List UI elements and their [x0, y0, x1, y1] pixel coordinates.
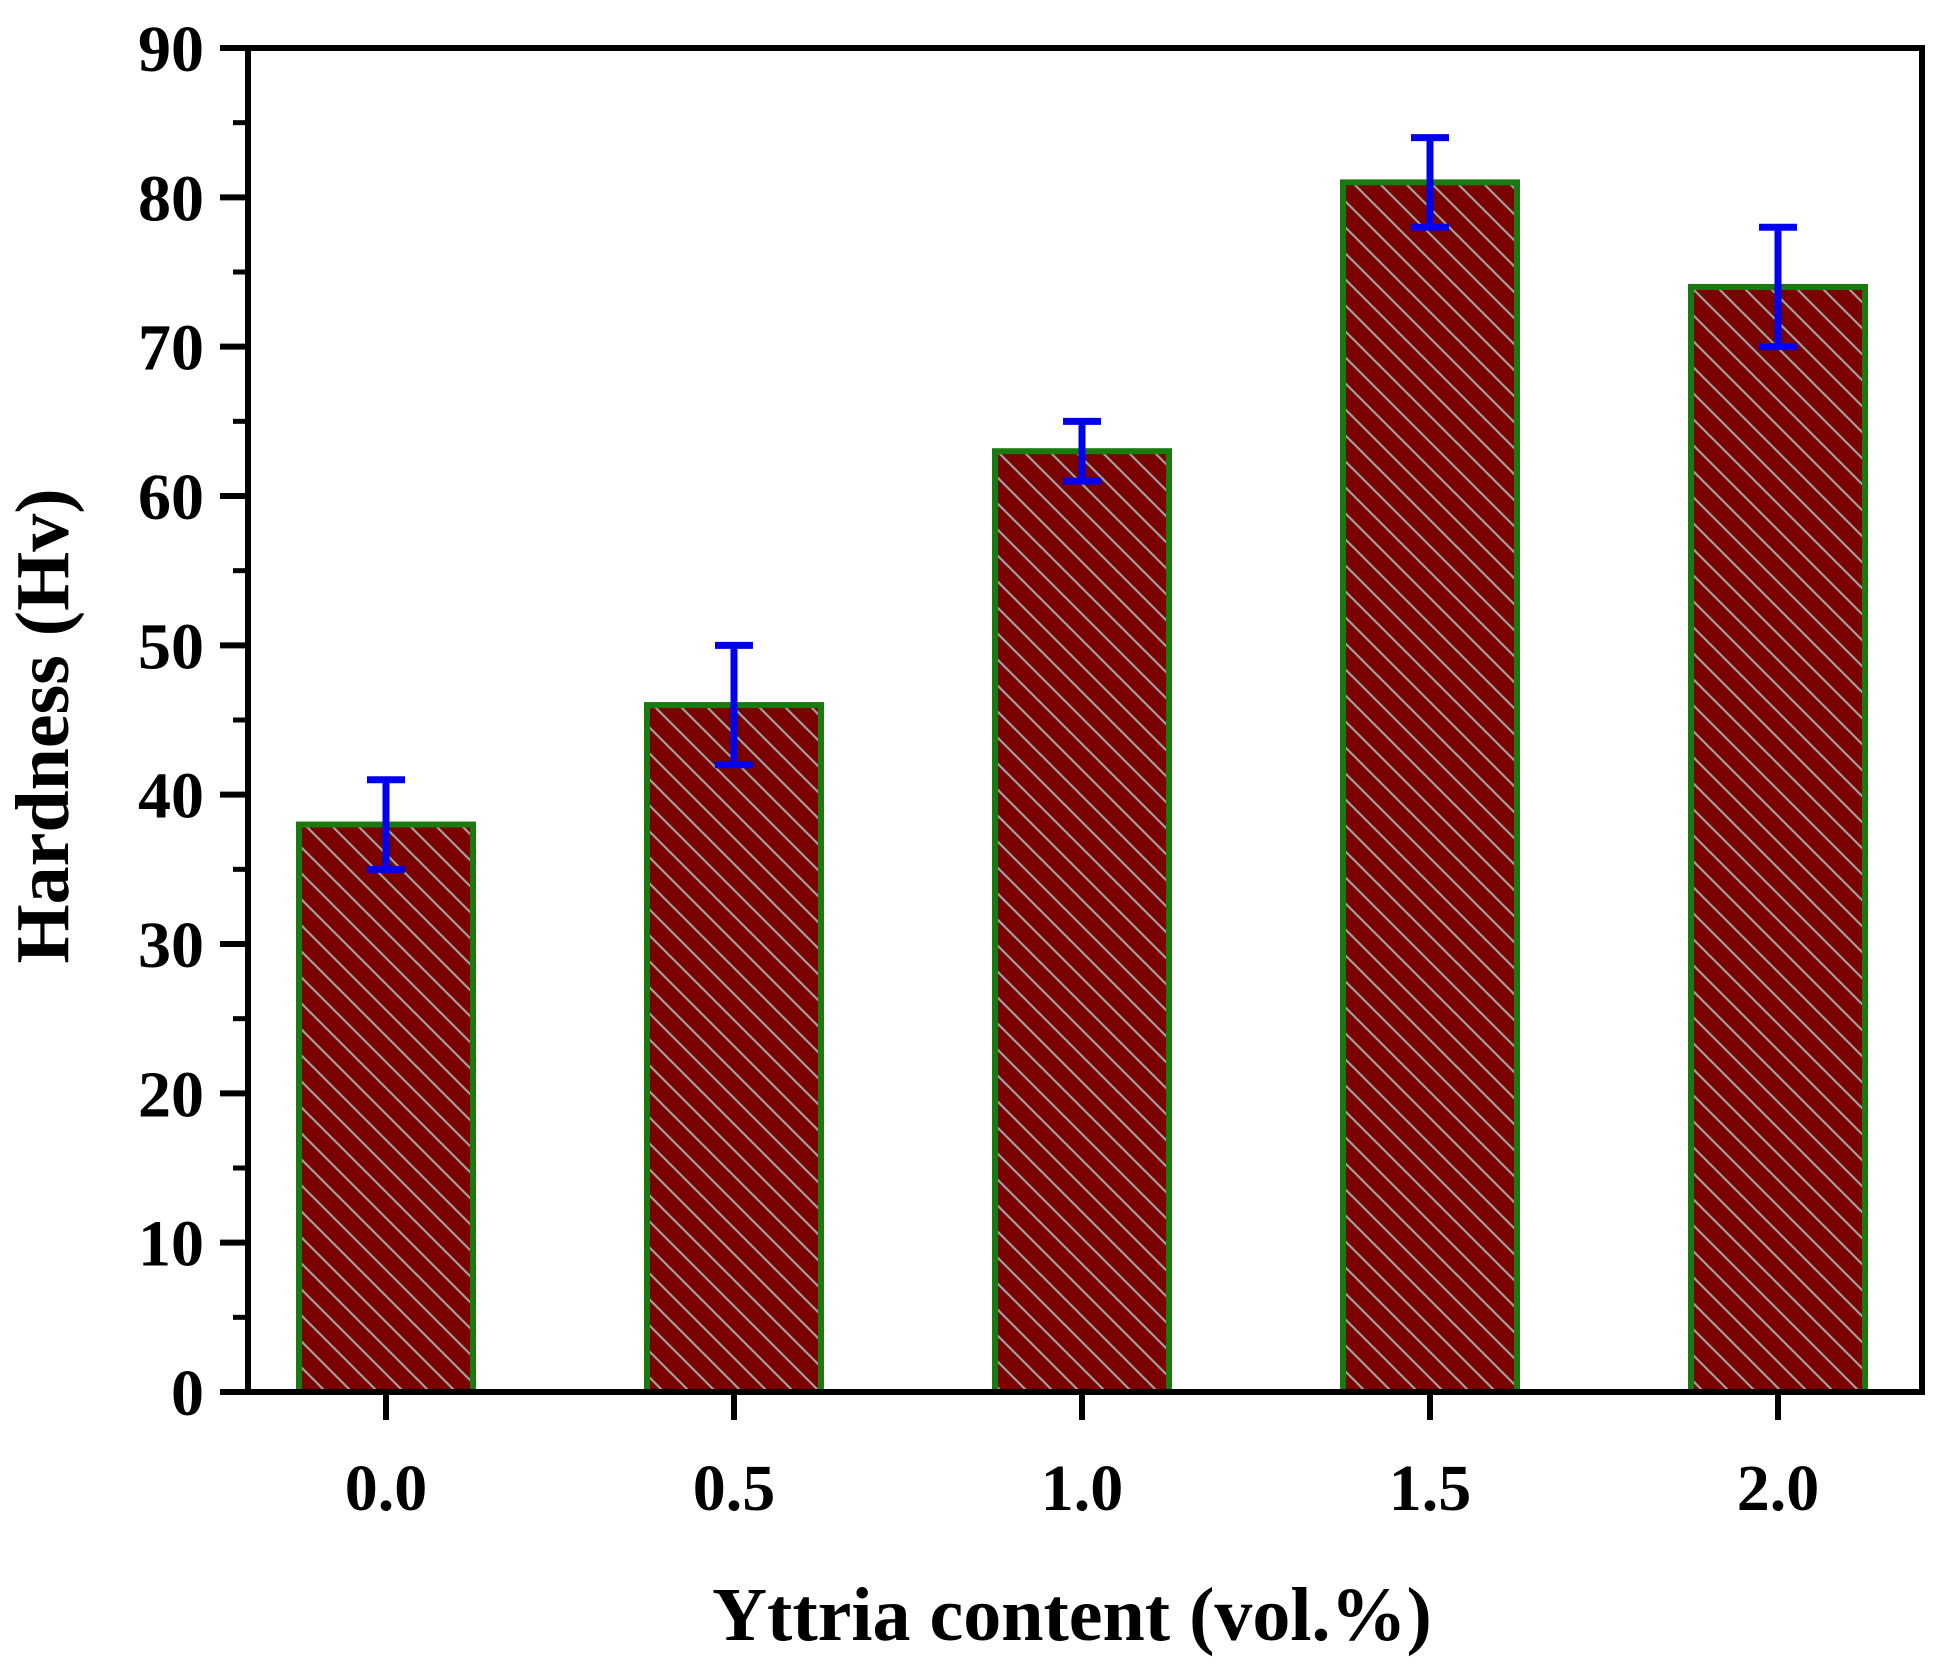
error-bar-2.0 [1759, 223, 1797, 351]
y-tick-label: 90 [138, 13, 204, 86]
y-tick-label: 30 [138, 909, 204, 982]
error-bar-0.0 [367, 776, 405, 873]
error-bar-1.5 [1411, 134, 1449, 231]
y-tick-label: 40 [138, 760, 204, 833]
error-bar-1.0 [1063, 417, 1101, 485]
bars [296, 179, 1868, 1395]
y-tick-label: 10 [138, 1208, 204, 1281]
bar-1.5 [1340, 179, 1520, 1395]
x-axis-ticks: 0.0 0.5 1.0 1.5 2.0 [345, 1392, 1820, 1525]
bar-0.5 [644, 702, 824, 1395]
error-bar-0.5 [715, 641, 753, 769]
x-tick-label: 1.5 [1389, 1452, 1472, 1525]
y-axis-ticks: 0 10 20 30 40 50 60 70 80 90 [138, 13, 248, 1430]
bar-0.0 [296, 821, 476, 1395]
x-tick-label: 0.0 [345, 1452, 428, 1525]
x-tick-label: 1.0 [1041, 1452, 1124, 1525]
y-tick-label: 0 [171, 1357, 204, 1430]
y-tick-label: 60 [138, 461, 204, 534]
y-axis-title: Hardness (Hv) [1, 489, 85, 964]
y-tick-label: 80 [138, 162, 204, 235]
x-axis-title: Yttria content (vol.%) [712, 1573, 1432, 1657]
bar-1.0 [992, 448, 1172, 1395]
y-tick-label: 20 [138, 1058, 204, 1131]
x-tick-label: 2.0 [1737, 1452, 1820, 1525]
error-bars [367, 134, 1797, 873]
bar-2.0 [1688, 283, 1868, 1395]
y-tick-label: 70 [138, 312, 204, 385]
y-tick-label: 50 [138, 610, 204, 683]
x-tick-label: 0.5 [693, 1452, 776, 1525]
